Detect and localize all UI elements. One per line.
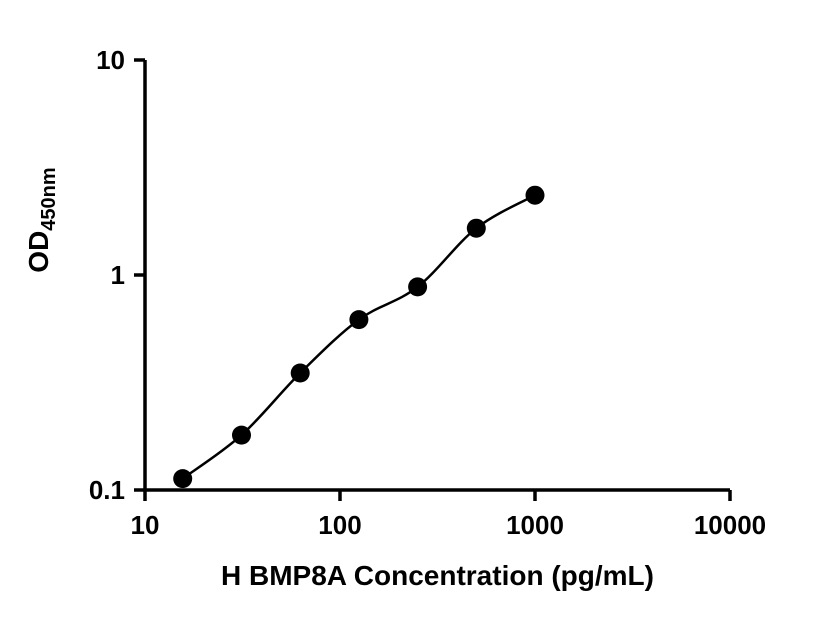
axis-lines <box>143 60 730 492</box>
x-axis-tick-labels: 10 100 1000 10000 <box>131 510 767 540</box>
y-axis-title: OD450nm <box>23 167 60 272</box>
data-point-marker <box>408 277 428 297</box>
data-point-marker <box>290 363 310 383</box>
data-point-marker <box>349 310 369 330</box>
data-point-marker <box>466 218 486 238</box>
x-tick-label: 10 <box>131 510 160 540</box>
y-axis-title-subscript: 450nm <box>38 167 60 230</box>
data-points <box>173 185 545 489</box>
y-axis-title-main: OD <box>23 231 54 273</box>
data-point-marker <box>173 469 193 489</box>
data-point-marker <box>232 425 251 445</box>
y-tick-label: 1 <box>111 260 125 290</box>
y-axis-ticks <box>134 58 145 492</box>
y-axis-tick-labels: 0.1 1 10 <box>89 45 125 505</box>
x-tick-label: 100 <box>318 510 361 540</box>
axes: 10 100 1000 10000 0.1 1 10 <box>89 45 766 540</box>
x-tick-label: 10000 <box>694 510 766 540</box>
y-tick-label: 0.1 <box>89 475 125 505</box>
x-tick-label: 1000 <box>506 510 564 540</box>
data-point-marker <box>525 185 545 205</box>
x-axis-ticks <box>143 490 732 501</box>
y-tick-label: 10 <box>96 45 125 75</box>
x-axis-title: H BMP8A Concentration (pg/mL) <box>221 560 654 591</box>
